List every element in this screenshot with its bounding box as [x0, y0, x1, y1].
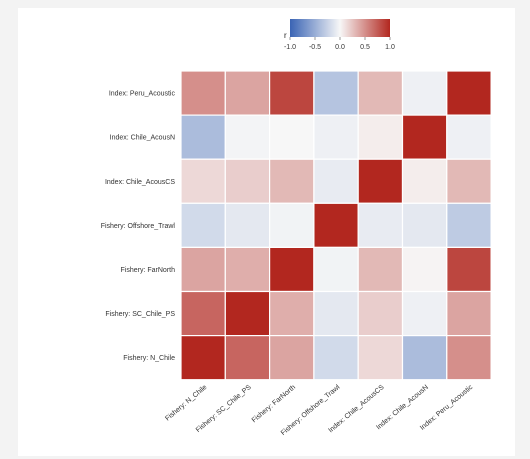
- heatmap-cell: [446, 70, 492, 116]
- heatmap-cell: [357, 70, 404, 116]
- heatmap-cell: [401, 158, 448, 204]
- heatmap-cell: [446, 158, 492, 204]
- heatmap-cell: [446, 202, 492, 249]
- heatmap-cell: [269, 290, 315, 337]
- heatmap-cell: [224, 114, 271, 160]
- y-tick-label: Index: Peru_Acoustic: [109, 91, 176, 98]
- heatmap-cell: [269, 202, 315, 249]
- heatmap-cell: [401, 335, 448, 381]
- y-tick-label: Fishery: N_Chile: [123, 355, 175, 362]
- heatmap-cell: [180, 246, 226, 293]
- heatmap-cell: [224, 202, 271, 249]
- heatmap-cell: [180, 290, 226, 337]
- heatmap-cell: [401, 114, 448, 160]
- heatmap-cell: [357, 114, 404, 160]
- heatmap-cell: [446, 290, 492, 337]
- y-tick-label: Fishery: SC_Chile_PS: [105, 311, 175, 318]
- heatmap-cell: [180, 158, 226, 204]
- legend-title: r: [284, 31, 287, 40]
- correlation-heatmap: r -1.0 -0.5 0.0 0.5 1.0 Index: Peru_Acoustic…: [101, 19, 492, 437]
- heatmap-cell: [269, 246, 315, 293]
- legend-tick-label: -0.5: [309, 44, 321, 51]
- x-tick-label: Fishery: N_Chile: [164, 384, 208, 423]
- heatmap-cell: [269, 158, 315, 204]
- y-tick-label: Index: Chile_AcousCS: [105, 179, 175, 186]
- heatmap-cell: [357, 290, 404, 337]
- heatmap-cell: [180, 335, 226, 381]
- legend-tick-label: 0.0: [335, 44, 345, 51]
- heatmap-cell: [180, 70, 226, 116]
- heatmap-cell: [269, 335, 315, 381]
- y-axis-labels: Index: Peru_Acoustic Index: Chile_AcousN I…: [101, 91, 176, 363]
- y-tick-label: Fishery: Offshore_Trawl: [101, 223, 176, 230]
- heatmap-cell: [269, 70, 315, 116]
- heatmap-cell: [313, 246, 359, 293]
- chart-card: r -1.0 -0.5 0.0 0.5 1.0 Index: Peru_Acoustic…: [18, 8, 515, 456]
- heatmap-cell: [357, 158, 404, 204]
- color-legend: r -1.0 -0.5 0.0 0.5 1.0: [284, 19, 395, 51]
- heatmap-cell: [224, 70, 271, 116]
- heatmap-cell: [224, 335, 271, 381]
- legend-tick-label: -1.0: [284, 44, 296, 51]
- heatmap-cell: [401, 246, 448, 293]
- heatmap-cell: [401, 202, 448, 249]
- heatmap-cell: [224, 246, 271, 293]
- heatmap-cell: [313, 290, 359, 337]
- legend-tick-label: 1.0: [385, 44, 395, 51]
- heatmap-cell: [401, 290, 448, 337]
- heatmap-cell: [357, 335, 404, 381]
- heatmap-cell: [180, 202, 226, 249]
- heatmap-cell: [401, 70, 448, 116]
- heatmap-cell: [313, 202, 359, 249]
- heatmap-cell: [224, 290, 271, 337]
- heatmap-cell: [313, 114, 359, 160]
- heatmap-cell: [224, 158, 271, 204]
- heatmap-cell: [446, 335, 492, 381]
- heatmap-cell: [357, 202, 404, 249]
- x-tick-label: Fishery: FarNorth: [251, 384, 297, 424]
- heatmap-cell: [446, 114, 492, 160]
- heatmap-cells: [180, 70, 492, 381]
- heatmap-cell: [269, 114, 315, 160]
- legend-color-bar: [290, 19, 390, 37]
- heatmap-cell: [313, 70, 359, 116]
- heatmap-cell: [313, 335, 359, 381]
- heatmap-cell: [313, 158, 359, 204]
- heatmap-cell: [357, 246, 404, 293]
- heatmap-cell: [180, 114, 226, 160]
- y-tick-label: Fishery: FarNorth: [121, 267, 176, 274]
- legend-tick-label: 0.5: [360, 44, 370, 51]
- heatmap-cell: [446, 246, 492, 293]
- y-tick-label: Index: Chile_AcousN: [110, 135, 175, 142]
